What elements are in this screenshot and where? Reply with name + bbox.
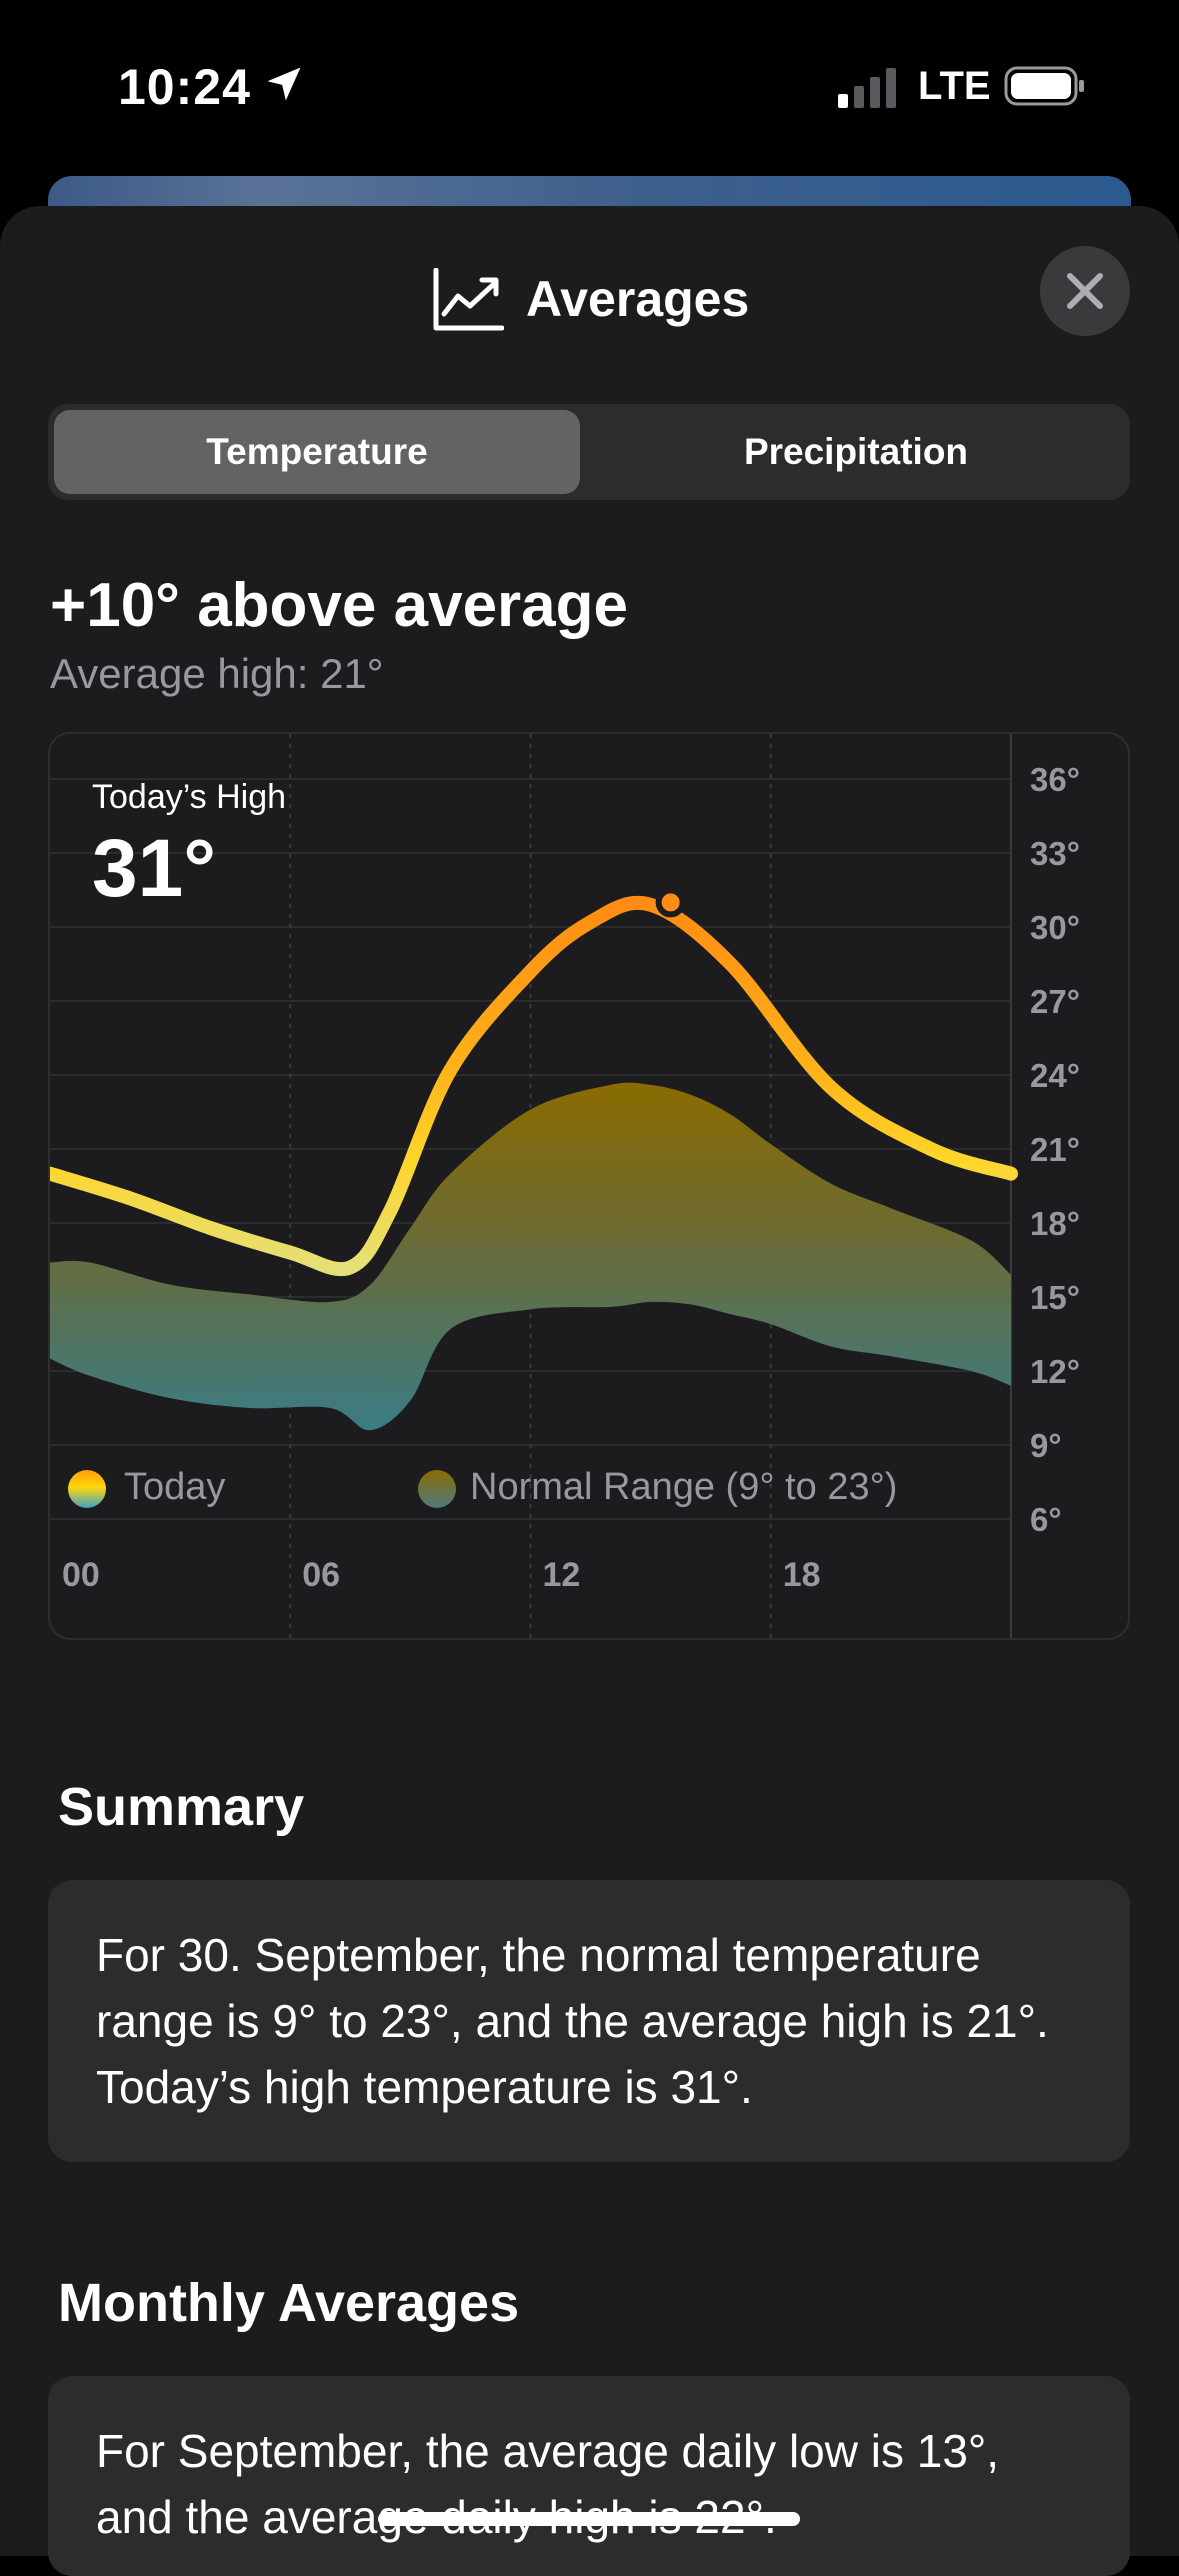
close-icon <box>1067 273 1103 309</box>
metric-segmented-control: Temperature Precipitation <box>48 404 1130 500</box>
x-tick-label: 00 <box>62 1556 100 1594</box>
close-button[interactable] <box>1040 246 1130 336</box>
status-time: 10:24 <box>118 59 251 115</box>
y-tick-label: 21° <box>1030 1131 1080 1168</box>
today-high-value: 31° <box>92 823 217 914</box>
x-tick-label: 12 <box>543 1556 581 1594</box>
summary-title: Summary <box>58 1777 305 1837</box>
chart-svg: 00 06 12 18 36° 33° 30° 27° 24° 21° 18° 15° 12° 9° 6° <box>50 734 1080 1638</box>
monthly-averages-card: For September, the average daily low is … <box>48 2376 1130 2576</box>
chart-legend: Today Normal Range (9° to 23°) <box>68 1462 1168 1522</box>
home-indicator <box>378 2512 800 2526</box>
x-tick-label: 06 <box>302 1556 340 1594</box>
average-high-subline: Average high: 21° <box>50 650 384 697</box>
y-tick-label: 9° <box>1030 1427 1062 1464</box>
today-temperature-line <box>50 895 1018 1277</box>
y-tick-label: 30° <box>1030 909 1080 946</box>
y-tick-label: 27° <box>1030 983 1080 1020</box>
difference-headline: +10° above average <box>50 571 629 640</box>
status-bar: 10:24 LTE <box>0 0 1179 170</box>
temperature-chart: 00 06 12 18 36° 33° 30° 27° 24° 21° 18° 15° 12° 9° 6°… <box>48 732 1130 1640</box>
y-tick-label: 33° <box>1030 835 1080 872</box>
monthly-averages-title: Monthly Averages <box>58 2273 520 2333</box>
monthly-averages-text: For September, the average daily low is … <box>96 2425 1000 2543</box>
location-arrow-icon <box>267 67 301 101</box>
network-type: LTE <box>918 64 991 108</box>
summary-text: For 30. September, the normal temperatur… <box>96 1929 1049 2113</box>
y-tick-label: 12° <box>1030 1353 1080 1390</box>
legend-normal-label: Normal Range (9° to 23°) <box>470 1466 898 1508</box>
sheet-title: Averages <box>526 271 750 327</box>
y-tick-label: 18° <box>1030 1205 1080 1242</box>
chart-line-icon <box>433 268 504 331</box>
y-tick-label: 36° <box>1030 761 1080 798</box>
y-tick-label: 6° <box>1030 1501 1062 1538</box>
battery-icon <box>1004 66 1084 106</box>
y-tick-label: 15° <box>1030 1279 1080 1316</box>
y-tick-label: 24° <box>1030 1057 1080 1094</box>
legend-today-swatch <box>68 1470 106 1508</box>
summary-card: For 30. September, the normal temperatur… <box>48 1880 1130 2162</box>
tab-precipitation[interactable]: Precipitation <box>743 431 969 472</box>
x-tick-label: 18 <box>783 1556 821 1594</box>
cellular-signal-icon <box>838 68 896 108</box>
normal-range-area <box>50 1082 1011 1431</box>
tab-temperature[interactable]: Temperature <box>54 410 580 494</box>
today-high-label: Today’s High <box>92 778 287 816</box>
legend-normal-swatch <box>418 1470 456 1508</box>
averages-sheet: Averages Temperature Precipitation +10° … <box>0 206 1179 2556</box>
today-high-marker <box>655 887 686 918</box>
sheet-header: Averages <box>0 258 1179 338</box>
legend-today-label: Today <box>124 1466 226 1508</box>
